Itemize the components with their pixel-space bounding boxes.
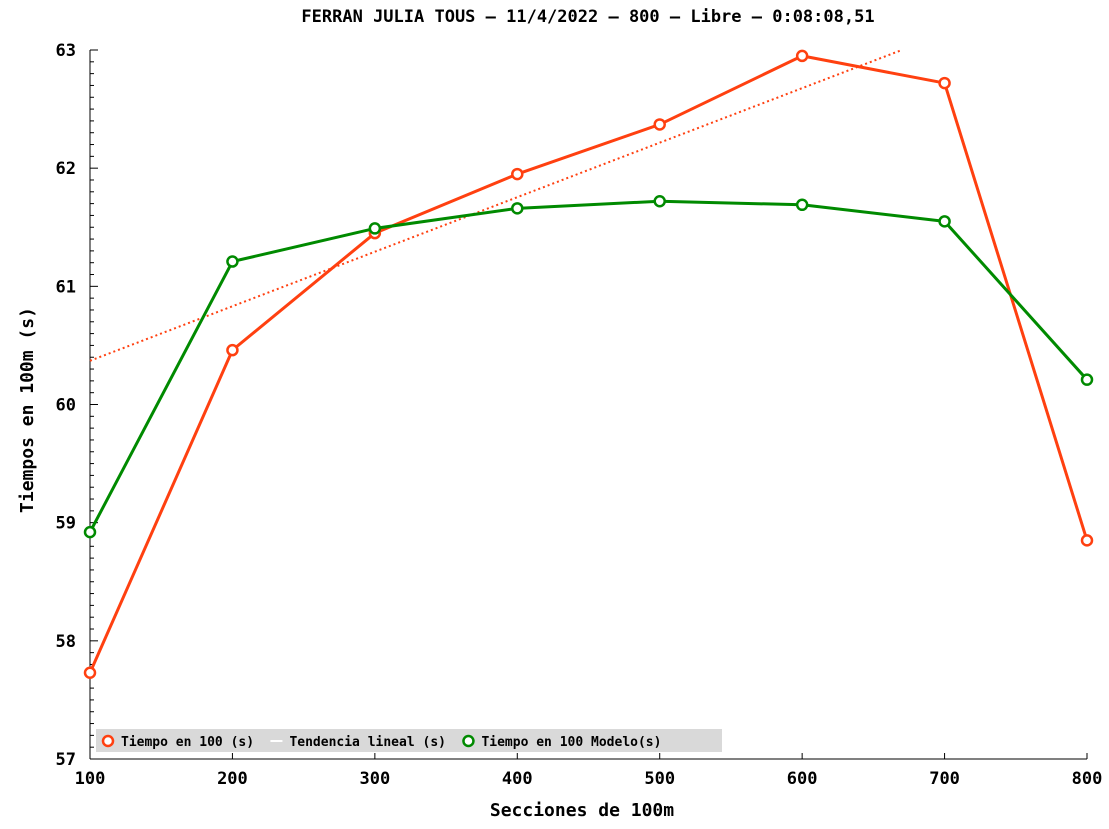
legend: Tiempo en 100 (s) Tendencia lineal (s) Tie… bbox=[96, 729, 722, 752]
data-point bbox=[795, 198, 809, 212]
y-tick-label: 61 bbox=[56, 277, 76, 297]
series-line-2 bbox=[88, 199, 1089, 533]
data-point bbox=[1080, 373, 1094, 386]
data-point bbox=[938, 215, 951, 228]
y-tick-label: 63 bbox=[56, 41, 76, 61]
legend-label-1: Tendencia lineal (s) bbox=[289, 735, 446, 750]
y-tick-label: 62 bbox=[56, 159, 76, 179]
y-tick-label: 60 bbox=[56, 396, 76, 416]
tick-labels: 57 58 59 60 61 62 63 100 200 300 400 500 600 700 800 bbox=[56, 41, 1103, 789]
data-point bbox=[83, 666, 97, 679]
y-tick-label: 58 bbox=[56, 632, 76, 652]
x-tick-label: 100 bbox=[75, 769, 106, 789]
legend-marker bbox=[462, 734, 475, 748]
axes bbox=[89, 49, 1088, 760]
data-point bbox=[795, 49, 809, 63]
data-point bbox=[938, 76, 951, 90]
y-axis-label: Tiempos en 100m (s) bbox=[17, 307, 38, 513]
x-tick-label: 500 bbox=[644, 769, 675, 789]
x-tick-label: 400 bbox=[502, 769, 533, 789]
data-point bbox=[653, 118, 666, 131]
x-tick-label: 300 bbox=[359, 769, 390, 789]
series-group bbox=[83, 49, 1094, 679]
data-point bbox=[511, 202, 524, 215]
data-point bbox=[226, 255, 239, 268]
data-point bbox=[368, 222, 382, 235]
legend-label-0: Tiempo en 100 (s) bbox=[121, 735, 254, 750]
data-point bbox=[511, 167, 524, 181]
data-point bbox=[83, 525, 97, 539]
legend-box bbox=[96, 729, 722, 752]
y-tick-label: 59 bbox=[56, 514, 76, 534]
x-tick-label: 800 bbox=[1072, 769, 1103, 789]
x-tick-label: 600 bbox=[787, 769, 818, 789]
x-tick-label: 200 bbox=[217, 769, 248, 789]
data-point bbox=[1080, 534, 1094, 547]
legend-label-2: Tiempo en 100 Modelo(s) bbox=[481, 735, 661, 750]
series-line-0 bbox=[88, 54, 1089, 674]
y-tick-label: 57 bbox=[56, 750, 76, 770]
legend-marker bbox=[101, 734, 115, 748]
data-point bbox=[653, 195, 666, 208]
chart-title: FERRAN JULIA TOUS – 11/4/2022 – 800 – Li… bbox=[301, 7, 874, 27]
data-point bbox=[226, 343, 239, 357]
x-axis-label: Secciones de 100m bbox=[490, 800, 674, 821]
x-tick-label: 700 bbox=[929, 769, 960, 789]
